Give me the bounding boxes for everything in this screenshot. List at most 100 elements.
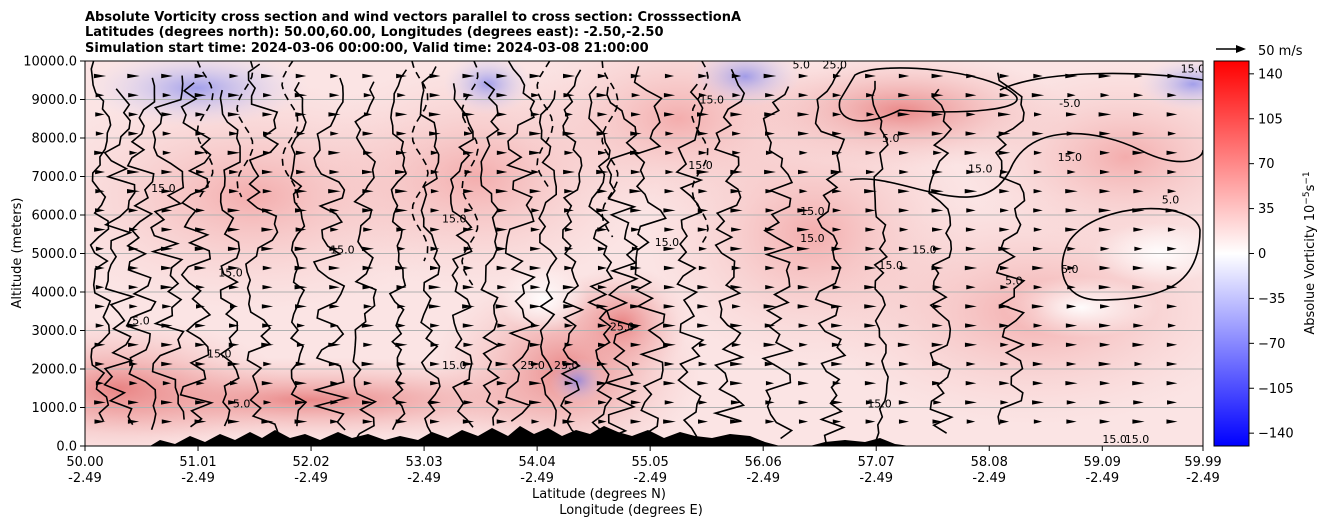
contour-line-positive xyxy=(504,61,537,422)
colorbar-tick-label: 35 xyxy=(1258,202,1275,217)
wind-vector xyxy=(463,246,474,251)
contour-line-positive xyxy=(103,88,136,426)
wind-vector xyxy=(998,304,1011,309)
contour-label: 5.0 xyxy=(792,59,810,72)
wind-vector xyxy=(966,285,976,290)
wind-vector xyxy=(832,189,842,194)
wind-vector xyxy=(931,342,944,347)
wind-vector xyxy=(328,265,341,271)
wind-vector xyxy=(764,169,776,175)
wind-vector xyxy=(262,323,273,328)
wind-vector xyxy=(799,150,808,155)
wind-vector xyxy=(128,93,139,98)
wind-vector xyxy=(531,208,540,213)
wind-vector xyxy=(1166,150,1178,155)
contour-line-positive xyxy=(675,83,705,445)
wind-vector xyxy=(1066,304,1077,309)
wind-vector xyxy=(229,381,239,386)
wind-vector xyxy=(128,285,139,290)
wind-vector xyxy=(195,361,206,367)
wind-vector xyxy=(495,304,509,309)
wind-vector xyxy=(999,189,1010,194)
wind-vector xyxy=(529,150,542,155)
wind-vector xyxy=(898,73,910,79)
contour-line-negative xyxy=(196,61,214,198)
x-axis-label-longitude: Longitude (degrees E) xyxy=(559,503,703,518)
colorbar-gradient xyxy=(1213,60,1250,447)
wind-vector xyxy=(1067,150,1076,155)
contour-label: 15.0 xyxy=(330,244,355,257)
wind-vector xyxy=(765,265,775,271)
wind-vector xyxy=(564,112,574,117)
contour-line-positive xyxy=(312,77,350,431)
wind-vector xyxy=(1065,381,1078,386)
wind-vector xyxy=(865,208,876,213)
wind-vector xyxy=(663,285,676,290)
wind-vector xyxy=(597,227,608,232)
y-tick-label: 2000.0 xyxy=(32,363,78,378)
wind-vector xyxy=(363,112,373,117)
vorticity-blob xyxy=(499,265,589,335)
wind-vector xyxy=(663,419,676,424)
wind-vector xyxy=(797,304,810,309)
wind-vector xyxy=(1033,208,1043,213)
wind-vector xyxy=(865,246,876,251)
wind-vector xyxy=(631,93,641,98)
wind-vector xyxy=(964,265,978,271)
wind-vector xyxy=(1065,323,1078,328)
vorticity-blob xyxy=(85,318,287,446)
wind-vector xyxy=(296,342,306,347)
wind-vector xyxy=(295,112,307,117)
wind-vector xyxy=(428,112,442,117)
wind-vector xyxy=(631,227,641,232)
wind-vector xyxy=(865,73,876,79)
wind-vector xyxy=(127,419,140,424)
wind-vector xyxy=(497,131,507,136)
wind-vector xyxy=(1067,285,1076,290)
wind-vector xyxy=(764,112,776,117)
wind-vector xyxy=(430,227,440,232)
y-tick-label: 10000.0 xyxy=(23,55,77,70)
wind-vector xyxy=(899,381,909,386)
wind-vector xyxy=(832,93,842,98)
y-tick-label: 7000.0 xyxy=(32,170,78,185)
wind-vector xyxy=(1033,323,1043,328)
wind-vector xyxy=(931,93,944,98)
wind-vector xyxy=(832,419,842,424)
wind-vector xyxy=(998,150,1011,155)
wind-vector xyxy=(294,246,308,251)
wind-vector xyxy=(1098,112,1112,117)
wind-vector xyxy=(395,150,408,155)
contour-line-positive xyxy=(245,63,280,433)
wind-vector xyxy=(1166,285,1178,290)
wind-vector xyxy=(663,323,676,328)
wind-vector xyxy=(799,342,808,347)
colorbar-tick-label: 70 xyxy=(1258,157,1275,172)
wind-vector xyxy=(1132,285,1145,290)
wind-vector xyxy=(597,73,608,79)
wind-vector xyxy=(564,342,574,347)
contour-label: 5.0 xyxy=(233,398,251,411)
wind-vector xyxy=(228,265,240,271)
vorticity-blob xyxy=(689,61,802,108)
contour-line-positive xyxy=(219,89,241,427)
wind-vector xyxy=(362,400,374,405)
wind-vector xyxy=(698,265,708,271)
wind-vector xyxy=(697,304,709,309)
colorbar-tick-label: 0 xyxy=(1258,247,1266,262)
wind-vector xyxy=(194,150,207,155)
wind-vector xyxy=(999,227,1010,232)
wind-vector xyxy=(1067,169,1076,175)
wind-vector xyxy=(263,93,272,98)
wind-vector xyxy=(428,285,442,290)
contour-line-positive xyxy=(419,66,441,443)
wind-vector xyxy=(127,189,140,194)
vorticity-blob xyxy=(1136,61,1203,112)
wind-vector xyxy=(899,227,909,232)
wind-vector xyxy=(162,150,172,155)
wind-vector xyxy=(698,342,708,347)
wind-vector xyxy=(395,419,408,424)
wind-vector xyxy=(295,304,307,309)
wind-vector xyxy=(798,361,809,367)
wind-vector xyxy=(430,323,440,328)
